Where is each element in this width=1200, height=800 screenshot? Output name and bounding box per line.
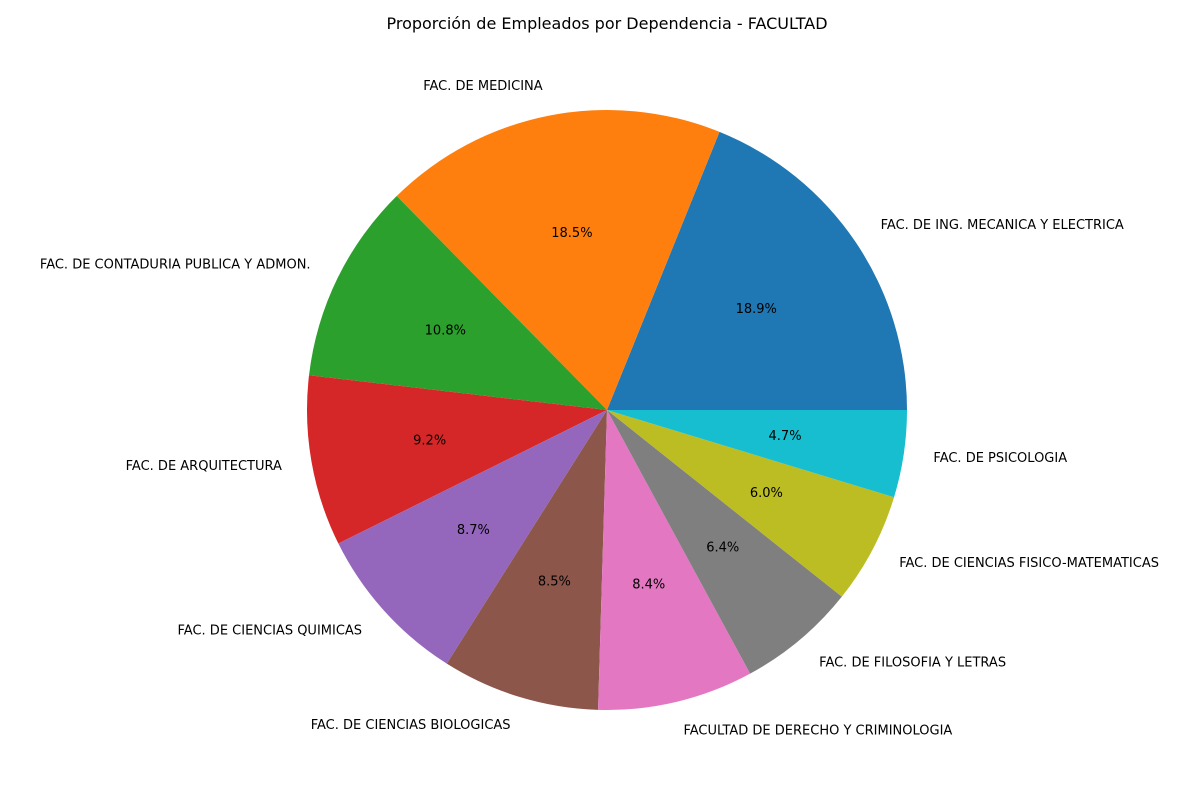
percent-label-5: 8.5% <box>538 575 571 590</box>
percent-label-7: 6.4% <box>706 540 739 555</box>
slice-label-7: FAC. DE FILOSOFIA Y LETRAS <box>819 655 1006 670</box>
slice-label-9: FAC. DE PSICOLOGIA <box>933 451 1067 466</box>
pie-slice-5 <box>446 410 607 710</box>
slice-label-0: FAC. DE ING. MECANICA Y ELECTRICA <box>881 218 1124 233</box>
slice-label-2: FAC. DE CONTADURIA PUBLICA Y ADMON. <box>40 257 311 272</box>
percent-labels: 18.9% 18.5% 10.8% 9.2% 8.7% 8.5% 8.4% 6.4% 6.0% 4… <box>413 226 801 593</box>
percent-label-6: 8.4% <box>632 578 665 593</box>
pie-slice-6 <box>598 410 751 710</box>
pie-slices <box>307 109 908 710</box>
pie-slice-0 <box>607 131 908 410</box>
percent-label-3: 9.2% <box>413 433 446 448</box>
slice-label-3: FAC. DE ARQUITECTURA <box>126 459 282 474</box>
slice-label-5: FAC. DE CIENCIAS BIOLOGICAS <box>311 718 511 733</box>
percent-label-8: 6.0% <box>750 486 783 501</box>
percent-label-9: 4.7% <box>769 429 802 444</box>
pie-slice-4 <box>338 410 607 664</box>
percent-label-2: 10.8% <box>425 323 466 338</box>
slice-label-4: FAC. DE CIENCIAS QUIMICAS <box>178 624 363 639</box>
pie-slice-9 <box>607 410 907 498</box>
slice-labels: FAC. DE ING. MECANICA Y ELECTRICA FAC. DE… <box>40 79 1159 739</box>
pie-slice-3 <box>307 375 607 544</box>
slice-label-1: FAC. DE MEDICINA <box>423 79 543 94</box>
pie-slice-2 <box>309 196 607 410</box>
pie-slice-1 <box>396 109 720 410</box>
percent-label-0: 18.9% <box>736 302 777 317</box>
chart-title: Proporción de Empleados por Dependencia … <box>386 14 827 33</box>
percent-label-4: 8.7% <box>457 523 490 538</box>
percent-label-1: 18.5% <box>551 226 592 241</box>
slice-label-6: FACULTAD DE DERECHO Y CRIMINOLOGIA <box>683 724 952 739</box>
pie-slice-8 <box>607 410 895 597</box>
slice-label-8: FAC. DE CIENCIAS FISICO-MATEMATICAS <box>899 556 1159 571</box>
pie-slice-7 <box>607 410 842 674</box>
